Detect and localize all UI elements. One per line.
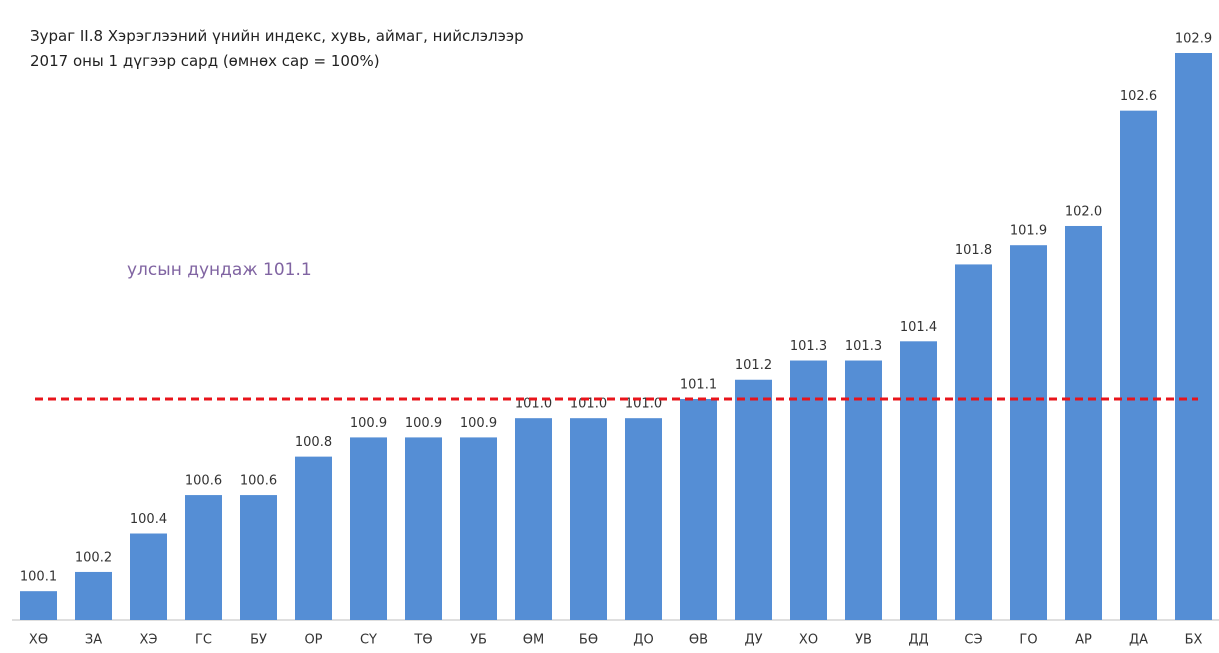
x-tick-label: БӨ bbox=[579, 633, 598, 648]
bar bbox=[75, 571, 112, 620]
data-label: 100.2 bbox=[75, 550, 112, 565]
x-tick-label: ДО bbox=[633, 633, 653, 648]
x-tick-label: ДУ bbox=[744, 633, 762, 648]
x-tick-label: ТӨ bbox=[413, 633, 432, 648]
x-tick-label: СҮ bbox=[360, 633, 377, 648]
data-label: 101.3 bbox=[845, 339, 882, 354]
bar bbox=[845, 360, 882, 620]
x-tick-label: ӨВ bbox=[689, 633, 708, 648]
data-label: 101.3 bbox=[790, 339, 827, 354]
x-tick-label: ХӨ bbox=[29, 633, 48, 648]
x-tick-label: ГС bbox=[195, 633, 212, 648]
data-label: 100.9 bbox=[460, 416, 497, 431]
data-label: 100.8 bbox=[295, 435, 332, 450]
bar bbox=[350, 437, 387, 620]
bar bbox=[460, 437, 497, 620]
x-tick-label: ДА bbox=[1129, 633, 1148, 648]
data-label: 102.9 bbox=[1175, 32, 1212, 47]
bar bbox=[20, 591, 57, 620]
x-tick-label: УБ bbox=[470, 633, 487, 648]
bar bbox=[1065, 225, 1102, 621]
chart-subtitle: 2017 оны 1 дүгээр сард (өмнөх сар = 100%… bbox=[30, 52, 380, 70]
bar bbox=[515, 418, 552, 620]
x-tick-label: ХО bbox=[799, 633, 818, 648]
bar bbox=[240, 495, 277, 620]
x-tick-label: АР bbox=[1075, 633, 1092, 648]
bar bbox=[570, 418, 607, 620]
x-tick-label: ДД bbox=[908, 633, 928, 648]
data-label: 101.0 bbox=[625, 397, 662, 412]
data-label: 100.9 bbox=[405, 416, 442, 431]
bar bbox=[1010, 245, 1047, 621]
bar bbox=[130, 533, 167, 620]
data-label: 102.6 bbox=[1120, 89, 1157, 104]
bar bbox=[1120, 110, 1157, 621]
x-tick-label: УВ bbox=[855, 633, 872, 648]
bar bbox=[735, 379, 772, 620]
data-label: 100.1 bbox=[20, 570, 57, 585]
data-label: 101.9 bbox=[1010, 224, 1047, 239]
x-tick-label: ОР bbox=[304, 633, 322, 648]
data-label: 100.6 bbox=[240, 474, 277, 489]
data-label: 101.4 bbox=[900, 320, 937, 335]
x-tick-label: СЭ bbox=[964, 633, 982, 648]
bar bbox=[900, 341, 937, 620]
x-tick-label: ЗА bbox=[85, 633, 102, 648]
data-label: 102.0 bbox=[1065, 204, 1102, 219]
x-tick-label: БУ bbox=[250, 633, 267, 648]
data-label: 100.9 bbox=[350, 416, 387, 431]
x-tick-label: ГО bbox=[1019, 633, 1037, 648]
bar bbox=[680, 398, 717, 620]
bar bbox=[185, 495, 222, 620]
data-label: 101.8 bbox=[955, 243, 992, 258]
data-label: 100.6 bbox=[185, 474, 222, 489]
x-tick-label: БХ bbox=[1185, 633, 1203, 648]
data-label: 101.1 bbox=[680, 377, 717, 392]
bar bbox=[1175, 53, 1212, 620]
bar bbox=[625, 418, 662, 620]
data-label: 101.2 bbox=[735, 358, 772, 373]
bar bbox=[790, 360, 827, 620]
bar bbox=[955, 264, 992, 620]
bar bbox=[405, 437, 442, 620]
reference-label: улсын дундаж 101.1 bbox=[127, 260, 312, 280]
data-label: 100.4 bbox=[130, 512, 167, 527]
x-tick-label: ӨМ bbox=[523, 633, 544, 648]
bar bbox=[295, 456, 332, 620]
x-tick-label: ХЭ bbox=[140, 633, 158, 648]
chart-title: Зураг II.8 Хэрэглээний үнийн индекс, хув… bbox=[30, 27, 524, 45]
